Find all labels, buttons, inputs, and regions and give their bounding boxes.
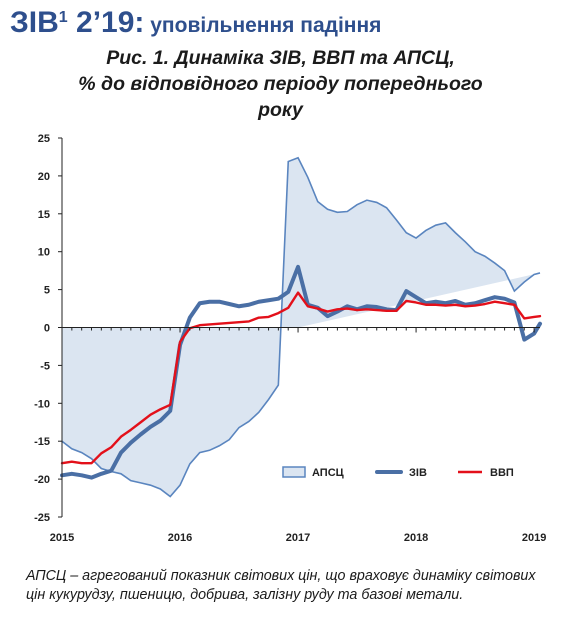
footnote-text: АПСЦ – агрегований показник світових цін… (26, 568, 536, 603)
y-tick-label: -25 (34, 512, 50, 524)
ziv-series-line (60, 264, 542, 480)
figure-title: Рис. 1. Динаміка ЗІВ, ВВП та АПСЦ, % до … (0, 45, 561, 123)
apsc-area-fill (62, 157, 540, 497)
figure-title-line-3: року (258, 99, 303, 121)
figure-title-line-1: Рис. 1. Динаміка ЗІВ, ВВП та АПСЦ, (106, 47, 455, 69)
x-tick-label: 2016 (168, 532, 192, 544)
legend-apsc-swatch (282, 466, 306, 478)
y-tick-label: -10 (34, 398, 50, 410)
y-tick-label: -5 (40, 360, 50, 372)
chart-axes: -25 -20 -15 -10 -5 0 5 10 15 20 25 2015 2016 2017 2018… (34, 133, 546, 544)
x-tick-label: 2017 (286, 532, 310, 544)
x-tick-label: 2019 (522, 532, 546, 544)
apsc-series-line (61, 156, 541, 498)
y-tick-label: 20 (38, 171, 50, 183)
headline-period: 2’19: (67, 6, 145, 39)
y-tick-label: 5 (44, 285, 50, 297)
chart-legend: АПСЦ ЗІВ ВВП (282, 466, 514, 479)
x-tick-label: 2018 (404, 532, 428, 544)
legend-ziv-label: ЗІВ (409, 467, 427, 479)
y-tick-label: 10 (38, 247, 50, 259)
y-tick-label: 0 (44, 323, 50, 335)
y-tick-label: 25 (38, 133, 50, 145)
legend-apsc-label: АПСЦ (312, 467, 344, 479)
y-tick-label: -15 (34, 436, 50, 448)
figure-title-line-2: % до відповідного періоду попереднього (78, 73, 483, 95)
headline-subtitle: уповільнення падіння (144, 14, 382, 37)
plot-area (60, 156, 542, 498)
y-tick-label: -20 (34, 474, 50, 486)
line-chart: -25 -20 -15 -10 -5 0 5 10 15 20 25 2015 2016 2017 2018… (34, 133, 546, 544)
headline-footnote-mark: 1 (58, 8, 68, 26)
x-tick-label: 2015 (50, 532, 74, 544)
gdp-series-line (60, 291, 542, 465)
y-tick-label: 15 (38, 209, 50, 221)
page-headline: ЗІВ1 2’19: уповільнення падіння (10, 6, 381, 40)
legend-gdp-label: ВВП (490, 467, 514, 479)
headline-main: ЗІВ (10, 6, 59, 39)
